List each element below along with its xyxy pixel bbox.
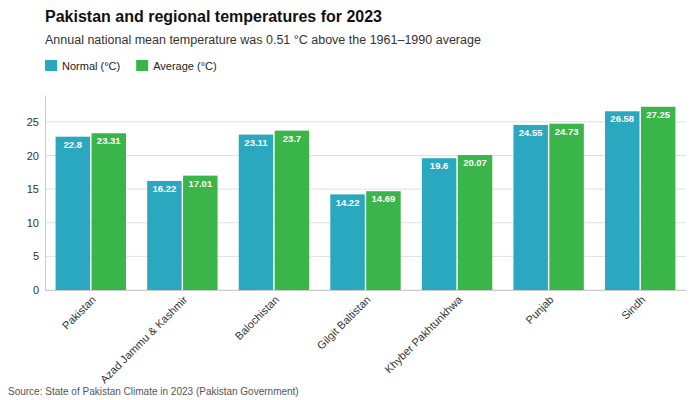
- data-label: 14.69: [372, 193, 396, 204]
- y-tick-label: 5: [33, 250, 39, 262]
- x-tick-label: Sindh: [619, 293, 647, 321]
- y-tick: 5: [33, 250, 45, 262]
- y-tick-label: 25: [27, 116, 39, 128]
- data-label: 20.07: [463, 157, 487, 168]
- legend-item: Normal (°C): [45, 60, 120, 72]
- y-tick-label: 0: [33, 284, 39, 296]
- data-label: 17.01: [188, 178, 212, 189]
- bar: [366, 191, 400, 290]
- data-label: 16.22: [153, 183, 177, 194]
- bar: [605, 111, 639, 290]
- y-tick: 10: [27, 217, 45, 229]
- legend-swatch: [136, 60, 148, 71]
- data-label: 23.11: [244, 137, 268, 148]
- title: Pakistan and regional temperatures for 2…: [45, 8, 382, 25]
- x-tick: Pakistan: [60, 290, 98, 332]
- grid-line: [45, 256, 686, 257]
- bar: [330, 194, 364, 290]
- data-label: 14.22: [336, 197, 360, 208]
- grid-line: [45, 121, 686, 122]
- x-tick-label: Balochistan: [232, 293, 281, 342]
- bar: [513, 125, 547, 290]
- legend-label: Normal (°C): [62, 60, 120, 72]
- bar: [458, 155, 492, 290]
- grid: [45, 122, 686, 290]
- bars: [56, 107, 676, 290]
- bar: [56, 137, 90, 290]
- bar: [92, 133, 126, 290]
- y-tick-label: 15: [27, 183, 39, 195]
- grid-line: [45, 290, 686, 291]
- data-label: 22.8: [64, 139, 83, 150]
- y-tick: 20: [27, 150, 45, 162]
- x-tick: Sindh: [619, 290, 647, 322]
- x-axis: PakistanAzad Jammu & Kashmir Balochistan G…: [46, 290, 687, 385]
- bar: [422, 158, 456, 290]
- x-tick: Azad Jammu & Kashmir: [98, 290, 190, 385]
- bar: [183, 176, 217, 290]
- y-tick-label: 10: [27, 217, 39, 229]
- legend-item: Average (°C): [136, 60, 217, 72]
- x-tick-label: Khyber Pakhtunkhwa: [382, 293, 465, 376]
- data-labels: 22.8 16.22 23.11 14.22 19.6 24.55 26.58 23.31 17…: [64, 109, 671, 208]
- y-tick: 25: [27, 116, 45, 128]
- bar: [239, 135, 273, 290]
- legend-label: Average (°C): [153, 60, 217, 72]
- bar: [275, 131, 309, 290]
- data-label: 24.73: [555, 126, 579, 137]
- data-label: 19.6: [430, 160, 449, 171]
- bar: [147, 181, 181, 290]
- x-tick-label: Gilgit Baltistan: [315, 293, 373, 351]
- chart-container: Pakistan and regional temperatures for 2…: [0, 0, 700, 400]
- y-tick: 15: [27, 183, 45, 195]
- grid-line: [45, 189, 686, 190]
- data-label: 24.55: [519, 127, 543, 138]
- x-axis-line: [46, 290, 687, 291]
- bar: [549, 124, 583, 290]
- y-tick: 0: [33, 284, 45, 296]
- x-tick-label: Pakistan: [60, 293, 98, 331]
- x-tick: Gilgit Baltistan: [315, 290, 373, 352]
- data-label: 23.31: [97, 135, 121, 146]
- source: Source: State of Pakistan Climate in 202…: [8, 386, 299, 397]
- subtitle: Annual national mean temperature was 0.5…: [45, 33, 481, 47]
- data-label: 23.7: [283, 133, 302, 144]
- legend-swatch: [45, 60, 57, 71]
- legend: Normal (°C) Average (°C): [45, 60, 217, 72]
- grid-line: [45, 155, 686, 156]
- data-label: 27.25: [646, 109, 670, 120]
- bar: [641, 107, 675, 290]
- x-tick: Punjab: [523, 290, 556, 326]
- x-tick-label: Punjab: [523, 293, 556, 326]
- x-tick: Balochistan: [232, 290, 281, 342]
- data-label: 26.58: [610, 113, 634, 124]
- x-tick-label: Azad Jammu & Kashmir: [98, 293, 190, 385]
- y-axis-line: [45, 96, 46, 291]
- grid-line: [45, 222, 686, 223]
- y-tick-label: 20: [27, 150, 39, 162]
- x-tick: Khyber Pakhtunkhwa: [382, 290, 465, 375]
- chart: Pakistan and regional temperatures for 2…: [0, 0, 700, 400]
- y-axis: 0 5 10 15 20 25: [27, 96, 46, 297]
